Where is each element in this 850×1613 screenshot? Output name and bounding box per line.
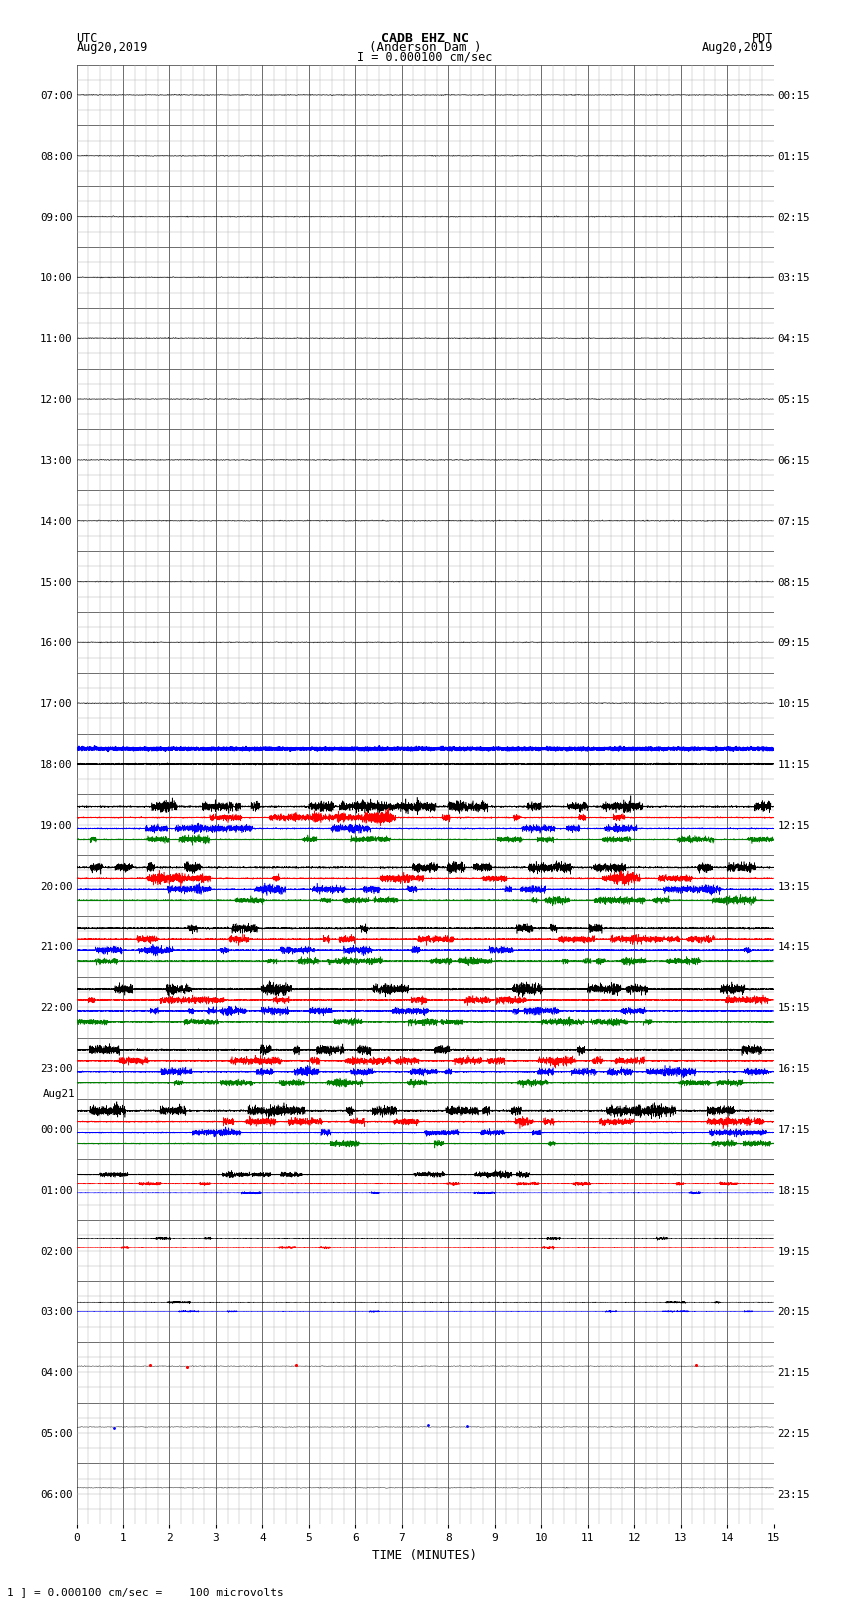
X-axis label: TIME (MINUTES): TIME (MINUTES)	[372, 1548, 478, 1561]
Point	[689, 1352, 703, 1378]
Text: UTC: UTC	[76, 32, 98, 45]
Point	[460, 1413, 473, 1439]
Point	[421, 1413, 434, 1439]
Text: Aug20,2019: Aug20,2019	[76, 40, 148, 55]
Text: I = 0.000100 cm/sec: I = 0.000100 cm/sec	[357, 50, 493, 63]
Text: (Anderson Dam ): (Anderson Dam )	[369, 40, 481, 55]
Text: Aug21: Aug21	[42, 1089, 75, 1098]
Text: CADB EHZ NC: CADB EHZ NC	[381, 32, 469, 45]
Text: Aug20,2019: Aug20,2019	[702, 40, 774, 55]
Point	[144, 1352, 157, 1378]
Text: 1 ] = 0.000100 cm/sec =    100 microvolts: 1 ] = 0.000100 cm/sec = 100 microvolts	[7, 1587, 284, 1597]
Point	[180, 1355, 194, 1381]
Text: PDT: PDT	[752, 32, 774, 45]
Point	[290, 1352, 303, 1378]
Point	[107, 1416, 121, 1442]
